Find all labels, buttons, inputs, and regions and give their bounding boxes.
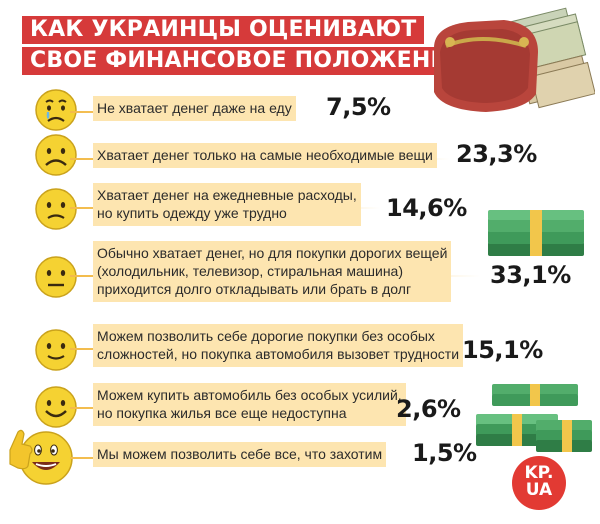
- row-label: сложностей, но покупка автомобиля вызове…: [97, 346, 460, 362]
- row-value: 23,3%: [456, 140, 537, 168]
- money-stack-icon: [488, 210, 584, 256]
- neutral-face-icon: [35, 256, 77, 298]
- row-label: Хватает денег на ежедневные расходы,: [97, 187, 357, 203]
- row-label: Можем купить автомобиль без особых усили…: [97, 387, 402, 403]
- row-value: 15,1%: [462, 336, 543, 364]
- title-line-2: СВОЕ ФИНАНСОВОЕ ПОЛОЖЕНИЕ: [22, 47, 473, 75]
- row-value: 14,6%: [386, 194, 467, 222]
- row-label-box: Хватает денег на ежедневные расходы, но …: [93, 183, 361, 226]
- row-label-box: Хватает денег только на самые необходимы…: [93, 143, 437, 168]
- row-label-box: Обычно хватает денег, но для покупки дор…: [93, 241, 452, 302]
- title-block: КАК УКРАИНЦЫ ОЦЕНИВАЮТ СВОЕ ФИНАНСОВОЕ П…: [22, 16, 473, 78]
- row-label-box: Не хватает денег даже на еду: [93, 96, 296, 121]
- row-label: (холодильник, телевизор, стиральная маши…: [97, 263, 403, 279]
- thumbs-up-face-icon: [9, 429, 73, 485]
- row-value: 33,1%: [490, 261, 571, 289]
- row-label: Можем позволить себе дорогие покупки без…: [97, 328, 435, 344]
- title-line-1: КАК УКРАИНЦЫ ОЦЕНИВАЮТ: [22, 16, 425, 44]
- logo-line-1: KP.: [524, 463, 554, 483]
- row-value: 2,6%: [396, 395, 461, 423]
- row-label-box: Можем позволить себе дорогие покупки без…: [93, 324, 464, 367]
- money-stack-large-icon: [476, 384, 592, 452]
- kp-ua-logo: KP. UA: [512, 456, 566, 510]
- row-value: 1,5%: [412, 439, 477, 467]
- row-label: Мы можем позволить себе все, что захотим: [97, 446, 383, 462]
- row-label: но покупка жилья все еще недоступна: [97, 405, 347, 421]
- sad-face-icon: [35, 134, 77, 176]
- logo-line-2: UA: [525, 480, 553, 500]
- row-label: Хватает денег только на самые необходимы…: [97, 147, 433, 163]
- row-label: Не хватает денег даже на еду: [97, 100, 292, 116]
- row-label: Обычно хватает денег, но для покупки дор…: [97, 245, 448, 261]
- slight-smile-face-icon: [35, 329, 77, 371]
- row-label-box: Мы можем позволить себе все, что захотим: [93, 442, 387, 467]
- row-label: но купить одежду уже трудно: [97, 205, 287, 221]
- wallet-icon: [434, 7, 595, 112]
- row-label: приходится долго откладывать или брать в…: [97, 281, 412, 297]
- row-label-box: Можем купить автомобиль без особых усили…: [93, 383, 406, 426]
- unhappy-face-icon: [35, 188, 77, 230]
- row-value: 7,5%: [326, 93, 391, 121]
- crying-face-icon: [35, 89, 77, 131]
